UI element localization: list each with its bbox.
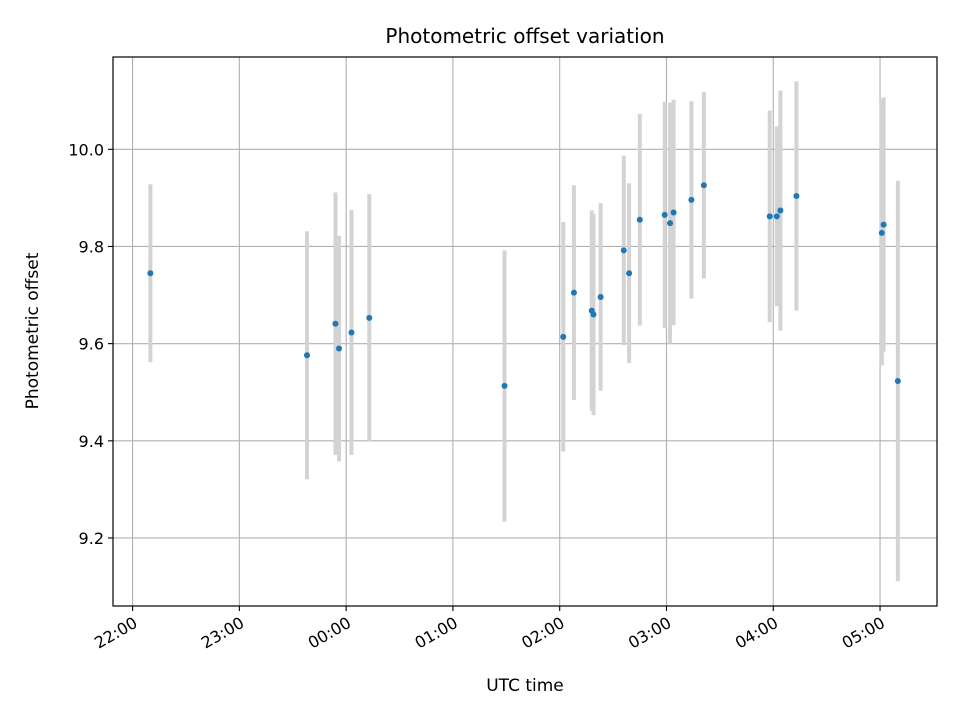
data-point xyxy=(793,192,800,199)
y-axis-label: Photometric offset xyxy=(23,252,43,409)
data-point xyxy=(332,320,339,327)
data-point xyxy=(590,311,597,318)
data-points xyxy=(147,182,901,389)
data-point xyxy=(620,247,627,254)
data-point xyxy=(688,196,695,203)
data-point xyxy=(501,382,508,389)
y-tick-label: 10.0 xyxy=(68,140,104,159)
data-point xyxy=(766,213,773,220)
data-point xyxy=(570,289,577,296)
data-point xyxy=(773,213,780,220)
data-point xyxy=(880,221,887,228)
data-point xyxy=(348,329,355,336)
y-tick-label: 9.4 xyxy=(79,432,104,451)
data-point xyxy=(366,314,373,321)
data-point xyxy=(147,270,154,277)
data-point xyxy=(636,216,643,223)
data-point xyxy=(597,294,604,301)
data-point xyxy=(878,229,885,236)
chart-title: Photometric offset variation xyxy=(385,24,664,48)
data-point xyxy=(661,211,668,218)
data-point xyxy=(700,182,707,189)
y-tick-label: 9.6 xyxy=(79,335,104,354)
data-point xyxy=(303,352,310,359)
plot-frame xyxy=(112,56,938,607)
data-point xyxy=(336,345,343,352)
data-point xyxy=(626,270,633,277)
y-tick-label: 9.8 xyxy=(79,237,104,256)
data-point xyxy=(777,207,784,214)
data-point xyxy=(670,209,677,216)
data-point xyxy=(560,333,567,340)
x-axis-label: UTC time xyxy=(486,676,564,696)
y-tick-label: 9.2 xyxy=(79,529,104,548)
data-point xyxy=(894,378,901,385)
data-point xyxy=(667,220,674,227)
